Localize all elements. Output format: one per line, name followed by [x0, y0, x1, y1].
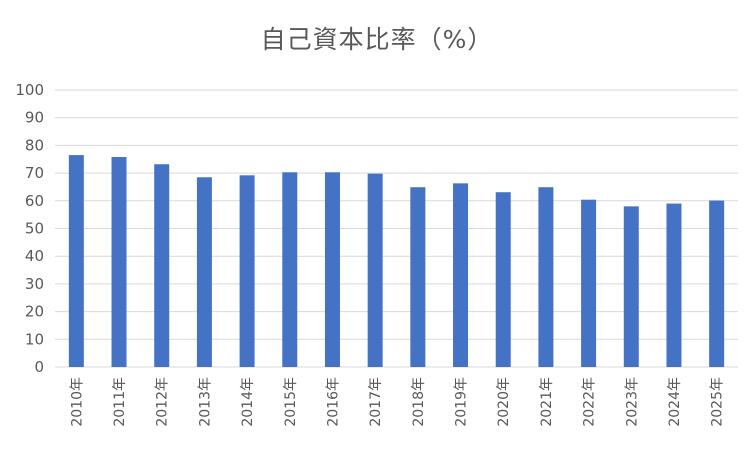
bar-2016年 — [324, 172, 340, 367]
bar-2020年 — [495, 192, 511, 367]
x-tick-label: 2023年 — [624, 377, 640, 427]
y-tick-label: 60 — [25, 192, 44, 210]
bar-2025年 — [709, 200, 725, 367]
x-tick-label: 2014年 — [240, 377, 256, 427]
x-tick-label: 2025年 — [710, 377, 726, 427]
y-tick-label: 0 — [34, 358, 44, 376]
x-tick-label: 2013年 — [197, 377, 213, 427]
x-tick-label: 2017年 — [368, 377, 384, 427]
y-tick-label: 40 — [25, 247, 44, 265]
x-tick-label: 2021年 — [539, 377, 555, 427]
bar-layer — [68, 155, 725, 367]
bar-2023年 — [623, 206, 639, 367]
bar-2014年 — [239, 175, 255, 367]
bar-2010年 — [68, 155, 84, 367]
bar-2018年 — [410, 187, 426, 367]
x-tick-label: 2019年 — [454, 377, 470, 427]
y-tick-label: 30 — [25, 275, 44, 293]
x-tick-label: 2015年 — [283, 377, 299, 427]
bar-2011年 — [111, 157, 127, 367]
y-tick-label: 80 — [25, 136, 44, 154]
x-tick-label: 2010年 — [69, 377, 85, 427]
y-tick-label: 20 — [25, 303, 44, 321]
x-tick-label: 2022年 — [582, 377, 598, 427]
x-tick-label: 2020年 — [496, 377, 512, 427]
x-tick-label: 2011年 — [112, 377, 128, 427]
y-tick-label: 100 — [15, 81, 44, 99]
x-tick-label: 2016年 — [325, 377, 341, 427]
y-tick-label: 90 — [25, 109, 44, 127]
bar-2012年 — [154, 164, 170, 367]
bar-2022年 — [581, 199, 597, 367]
y-tick-label: 70 — [25, 164, 44, 182]
bar-2013年 — [196, 177, 212, 367]
y-tick-label: 50 — [25, 220, 44, 238]
x-tick-label: 2012年 — [155, 377, 171, 427]
x-tick-labels: 2010年 2011年 2012年 2013年 2014年 2015年 2016年 2017年… — [69, 377, 725, 427]
bar-2024年 — [666, 203, 682, 367]
chart-title: 自己資本比率（%） — [260, 25, 494, 54]
y-tick-label: 10 — [25, 330, 44, 348]
x-tick-label: 2018年 — [411, 377, 427, 427]
bar-2017年 — [367, 173, 383, 367]
y-tick-labels: 0 10 20 30 40 50 60 70 80 90 100 — [15, 81, 44, 376]
x-tick-label: 2024年 — [667, 377, 683, 427]
bar-2021年 — [538, 187, 554, 367]
bar-2015年 — [282, 172, 298, 367]
bar-2019年 — [453, 183, 469, 367]
